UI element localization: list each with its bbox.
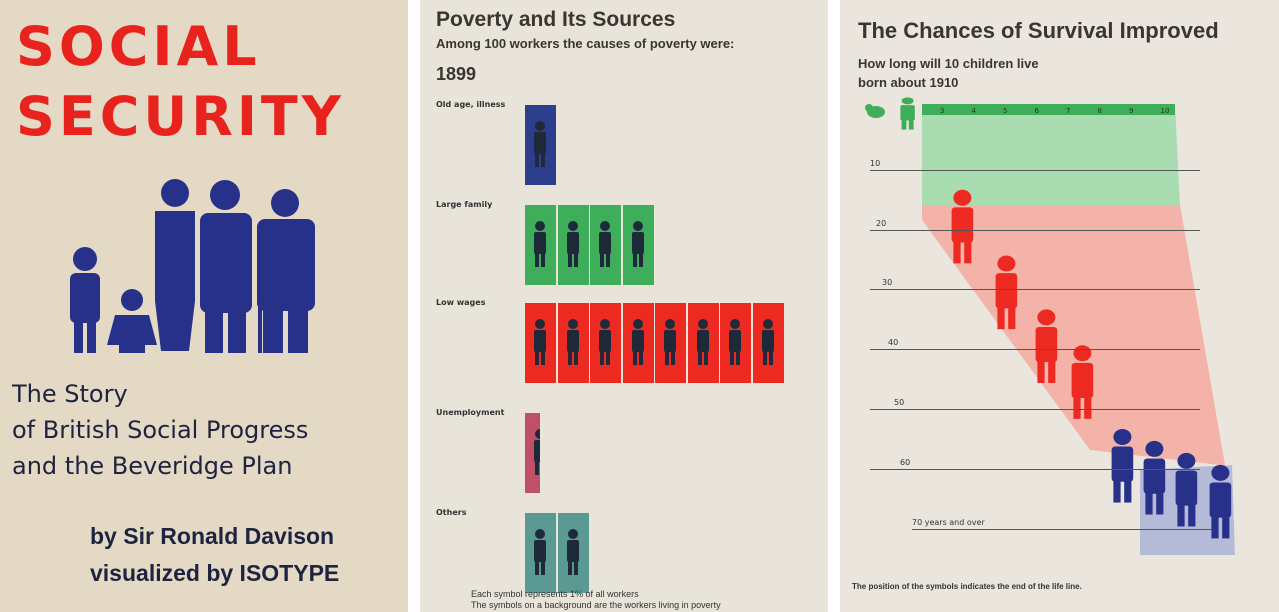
poverty-symbol xyxy=(557,303,589,383)
age-label: 70 years and over xyxy=(912,517,985,527)
person-symbol xyxy=(1143,440,1166,515)
header-number: 10 xyxy=(1161,107,1170,115)
age-label: 40 xyxy=(888,338,899,348)
header-number: 4 xyxy=(972,107,977,115)
header-number: 6 xyxy=(1035,107,1040,115)
header-bar xyxy=(922,104,1175,115)
poverty-title: Poverty and Its Sources xyxy=(436,8,676,31)
survival-page: The Chances of Survival Improved How lon… xyxy=(840,0,1279,612)
poverty-symbol xyxy=(525,205,556,285)
baby-icon xyxy=(865,104,885,118)
poverty-footnote-2: The symbols on a background are the work… xyxy=(471,600,721,610)
age-gridline xyxy=(870,468,1200,470)
poverty-symbol xyxy=(720,303,751,383)
cover-title-line2: SECURITY xyxy=(16,85,345,148)
person-symbol xyxy=(951,189,974,264)
cover-subtitle-3: and the Beveridge Plan xyxy=(12,452,293,480)
poverty-symbol xyxy=(557,205,589,285)
header-number: 5 xyxy=(1003,107,1007,115)
cover-credit: visualized by ISOTYPE xyxy=(90,560,340,586)
poverty-category-label: Unemployment xyxy=(436,408,505,417)
survival-footnote: The position of the symbols indicates th… xyxy=(852,582,1082,591)
cover-author: by Sir Ronald Davison xyxy=(90,523,335,549)
header-number: 3 xyxy=(940,107,944,115)
age-label: 60 xyxy=(900,457,911,467)
survival-chart: 3 4 5 6 7 8 9 10 xyxy=(865,97,1235,555)
poverty-symbol xyxy=(752,303,784,383)
childhood-band xyxy=(922,105,1180,205)
cover-subtitle-1: The Story xyxy=(12,380,128,408)
poverty-category-label: Large family xyxy=(436,200,493,209)
poverty-symbol xyxy=(525,105,556,185)
person-symbol xyxy=(1035,309,1058,383)
family-figures-icon xyxy=(70,179,315,353)
age-gridline xyxy=(870,169,1200,171)
adult-band xyxy=(922,205,1225,465)
cover-page: SOCIAL SECURITY The Story of British Soc… xyxy=(0,0,408,612)
age-label: 30 xyxy=(882,278,893,288)
poverty-symbol xyxy=(655,303,686,383)
poverty-symbol xyxy=(525,303,556,383)
poverty-category-label: Others xyxy=(436,508,467,517)
poverty-symbol xyxy=(687,303,719,383)
cover-subtitle-2: of British Social Progress xyxy=(12,416,309,444)
age-label: 10 xyxy=(870,158,881,168)
child-icon xyxy=(900,97,915,130)
header-number: 9 xyxy=(1129,107,1133,115)
poverty-category-label: Old age, illness xyxy=(436,100,506,109)
age-gridline xyxy=(870,409,1200,410)
poverty-category-label: Low wages xyxy=(436,298,486,307)
person-symbol xyxy=(1111,428,1134,503)
poverty-symbol xyxy=(622,205,654,285)
age-gridline xyxy=(912,528,1212,530)
survival-subtitle-2: born about 1910 xyxy=(858,75,959,90)
person-symbol xyxy=(1209,464,1232,539)
cover-title-line1: SOCIAL xyxy=(16,15,261,78)
survival-subtitle-1: How long will 10 children live xyxy=(858,56,1039,71)
person-symbol xyxy=(1175,452,1198,527)
poverty-page: Poverty and Its Sources Among 100 worker… xyxy=(420,0,828,612)
age-label: 20 xyxy=(876,218,887,228)
poverty-symbol xyxy=(525,513,556,593)
age-label: 50 xyxy=(894,398,905,407)
header-number: 7 xyxy=(1066,107,1070,115)
poverty-subtitle: Among 100 workers the causes of poverty … xyxy=(436,36,735,51)
poverty-footnote-1: Each symbol represents 1% of all workers xyxy=(471,589,639,599)
poverty-symbol xyxy=(557,513,589,593)
poverty-symbol xyxy=(590,303,621,383)
person-symbol xyxy=(995,255,1018,330)
poverty-year: 1899 xyxy=(436,64,477,84)
age-gridline xyxy=(870,289,1200,291)
header-number: 8 xyxy=(1098,107,1102,115)
poverty-symbol xyxy=(622,303,654,383)
poverty-symbol xyxy=(525,413,540,493)
poverty-symbol xyxy=(590,205,621,285)
age-gridline xyxy=(870,229,1200,231)
age-gridline xyxy=(870,349,1200,351)
survival-title: The Chances of Survival Improved xyxy=(858,18,1219,43)
